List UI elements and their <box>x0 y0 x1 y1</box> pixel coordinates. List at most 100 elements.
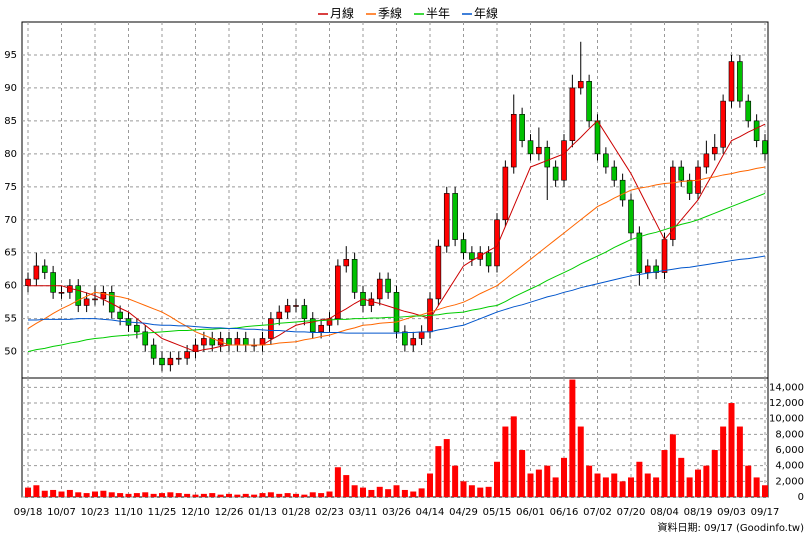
candle-body <box>393 291 400 333</box>
y-tick-label: 65 <box>4 248 17 259</box>
candle-body <box>644 265 651 273</box>
y2-tick-label: 4,000 <box>775 461 804 472</box>
candle-body <box>443 193 450 247</box>
candle-body <box>737 61 743 102</box>
volume-bar <box>494 461 500 497</box>
volume-bar <box>477 487 484 497</box>
candle-body <box>335 265 341 319</box>
y-tick-label: 95 <box>4 50 17 61</box>
x-tick-label: 12/10 <box>181 507 210 518</box>
volume-bar <box>217 494 224 497</box>
volume-bar <box>242 493 249 497</box>
candle-body <box>92 298 98 301</box>
x-tick-label: 01/13 <box>248 507 277 518</box>
volume-bar <box>410 491 417 497</box>
volume-bar <box>150 493 157 497</box>
volume-bar <box>267 492 274 497</box>
candle-body <box>134 324 140 333</box>
volume-bar <box>686 477 693 497</box>
y2-tick-label: 0 <box>798 492 804 503</box>
volume-bar <box>577 426 584 497</box>
candle-body <box>527 140 534 155</box>
volume-bar <box>92 491 98 497</box>
candle-body <box>678 166 685 181</box>
x-tick-label: 09/03 <box>717 507 746 518</box>
volume-bar <box>200 493 207 497</box>
candle-body <box>25 278 31 287</box>
ma-line <box>28 255 766 334</box>
volume-bar <box>326 491 333 497</box>
y2-tick-label: 6,000 <box>775 445 804 456</box>
x-tick-label: 12/26 <box>215 507 244 518</box>
volume-bar <box>594 473 601 497</box>
volume-bar <box>284 493 291 497</box>
y-tick-label: 75 <box>4 182 17 193</box>
candle-body <box>100 291 107 300</box>
volume-bar <box>133 493 140 497</box>
x-tick-label: 04/29 <box>449 507 478 518</box>
candle-body <box>536 146 542 155</box>
candle-body <box>410 338 417 346</box>
volume-bar <box>678 457 685 497</box>
volume-bar <box>25 487 31 497</box>
x-tick-label: 06/01 <box>516 507 545 518</box>
x-tick-label: 03/26 <box>382 507 411 518</box>
candle-body <box>544 146 551 168</box>
volume-bar <box>636 461 643 497</box>
volume-bar <box>460 481 467 497</box>
volume-bar <box>376 486 383 497</box>
volume-bar <box>602 477 609 497</box>
volume-bar <box>385 489 392 497</box>
x-tick-label: 07/02 <box>583 507 612 518</box>
candle-body <box>58 291 65 294</box>
candle-body <box>50 272 56 293</box>
candle-body <box>234 338 241 346</box>
volume-panel <box>21 377 769 498</box>
y2-tick-label: 2,000 <box>775 476 804 487</box>
volume-bar <box>209 493 216 497</box>
volume-bar <box>41 490 48 497</box>
volume-bar <box>167 492 174 497</box>
x-tick-label: 03/11 <box>349 507 378 518</box>
volume-bar <box>301 494 308 497</box>
volume-bar <box>762 485 768 497</box>
volume-bar <box>510 416 517 497</box>
ma-line <box>27 166 766 346</box>
candle-body <box>577 81 584 89</box>
volume-bar <box>259 493 266 497</box>
legend-label: 半年 <box>426 7 450 21</box>
candle-body <box>301 305 308 319</box>
volume-bar <box>544 465 551 497</box>
candle-body <box>653 265 659 273</box>
candle-body <box>711 146 718 155</box>
y-tick-label: 60 <box>4 281 17 292</box>
volume-bar <box>66 489 73 497</box>
candle-body <box>351 259 358 293</box>
candle-body <box>452 193 458 240</box>
volume-bar <box>226 493 232 497</box>
candle-body <box>117 311 123 319</box>
candle-body <box>594 120 601 155</box>
candle-body <box>661 239 668 273</box>
volume-bar <box>125 493 132 497</box>
x-tick-label: 10/07 <box>47 507 76 518</box>
candle-body <box>142 331 149 346</box>
y2-tick-label: 10,000 <box>769 414 804 425</box>
y-tick-label: 50 <box>4 347 17 358</box>
volume-bar <box>728 403 735 497</box>
volume-bar <box>108 492 115 497</box>
y2-tick-label: 14,000 <box>769 382 804 393</box>
candle-body <box>728 61 735 102</box>
candle-body <box>385 278 391 293</box>
candle-body <box>75 285 82 306</box>
volume-bar <box>661 450 668 497</box>
legend-label: 年線 <box>474 6 498 21</box>
y2-tick-label: 8,000 <box>775 429 804 440</box>
volume-bar <box>309 492 316 497</box>
volume-bar <box>644 473 651 497</box>
candle-body <box>586 81 592 122</box>
candle-body <box>376 278 383 300</box>
volume-bar <box>276 493 283 497</box>
volume-bar <box>418 488 425 497</box>
candle-body <box>184 351 190 359</box>
